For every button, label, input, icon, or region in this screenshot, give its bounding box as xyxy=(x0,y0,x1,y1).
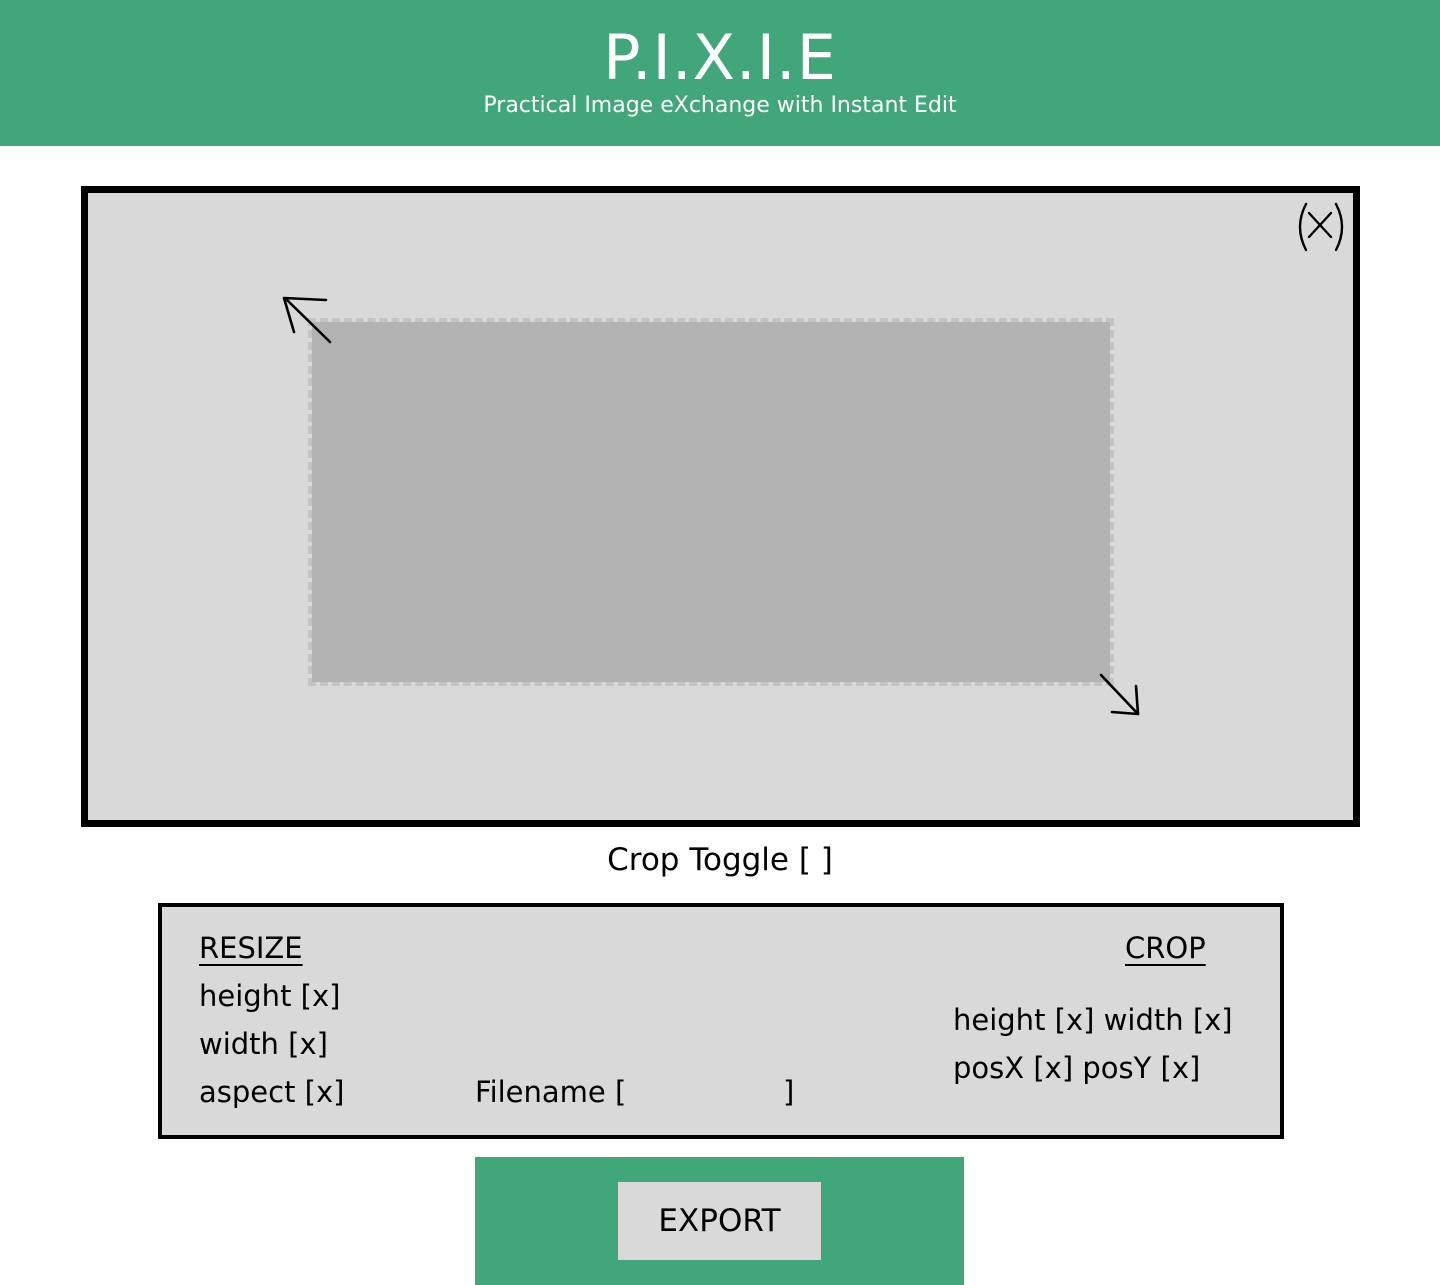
close-icon[interactable] xyxy=(1292,198,1350,256)
resize-width-field[interactable]: width [x] xyxy=(199,1027,328,1061)
resize-height-field[interactable]: height [x] xyxy=(199,979,341,1013)
crop-size-fields[interactable]: height [x] width [x] xyxy=(953,1003,1233,1037)
controls-panel xyxy=(158,903,1284,1139)
resize-handle-top-left-icon[interactable] xyxy=(278,292,334,346)
crop-selection-region[interactable] xyxy=(308,318,1114,686)
export-button[interactable]: EXPORT xyxy=(618,1182,821,1260)
app-title: P.I.X.I.E xyxy=(603,21,837,94)
app-header: P.I.X.I.E Practical Image eXchange with … xyxy=(0,0,1440,146)
crop-toggle: Crop Toggle [ ] xyxy=(0,840,1440,880)
crop-toggle-checkbox[interactable]: Crop Toggle [ ] xyxy=(607,842,833,878)
filename-field[interactable]: Filename [ ] xyxy=(475,1075,795,1109)
resize-heading: RESIZE xyxy=(199,931,303,965)
resize-aspect-field[interactable]: aspect [x] xyxy=(199,1075,345,1109)
resize-handle-bottom-right-icon[interactable] xyxy=(1096,668,1144,720)
crop-position-fields[interactable]: posX [x] posY [x] xyxy=(953,1051,1201,1085)
app-subtitle: Practical Image eXchange with Instant Ed… xyxy=(483,93,957,118)
crop-heading: CROP xyxy=(1125,931,1206,965)
